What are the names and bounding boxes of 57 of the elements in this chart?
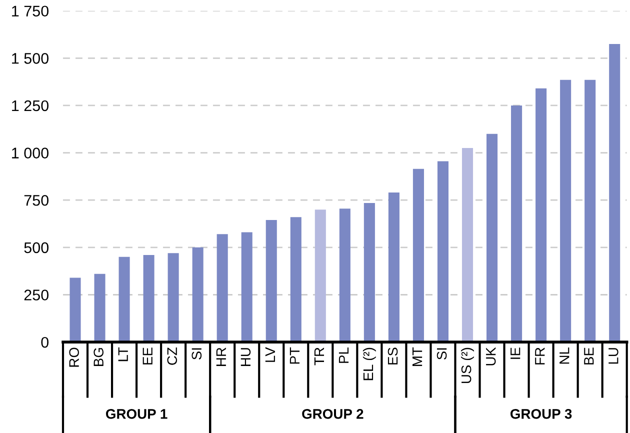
y-tick-label: 250 — [24, 290, 49, 300]
bar — [462, 148, 474, 342]
y-tick-label: 1 000 — [12, 148, 49, 158]
x-tick-label: UK — [486, 347, 496, 366]
bar — [412, 168, 424, 342]
bar — [511, 105, 522, 342]
bar — [388, 192, 400, 342]
x-tick-label: EE — [142, 348, 152, 364]
x-tick-label: ES — [388, 348, 398, 364]
bar — [192, 247, 204, 342]
x-tick-label: LT — [118, 347, 128, 362]
bar — [241, 232, 252, 342]
x-tick-label: SI — [436, 348, 447, 360]
bar — [70, 278, 81, 342]
x-tick-label: PL — [338, 348, 349, 363]
bar — [118, 256, 130, 342]
x-tick-label: HR — [216, 348, 226, 366]
x-tick-label: PT — [290, 347, 300, 364]
x-tick-label: SI — [192, 348, 202, 360]
y-tick-label: 0 — [41, 336, 49, 348]
bar — [266, 220, 277, 342]
bar — [216, 234, 228, 342]
bar — [437, 161, 448, 342]
bar — [609, 44, 620, 342]
text: GROUP 1 — [106, 409, 168, 419]
bar — [560, 80, 572, 342]
y-tick-label: 1 500 — [12, 53, 49, 64]
bar — [168, 253, 179, 342]
y-tick-label: 1 250 — [12, 100, 49, 112]
x-tick-label: IE — [510, 348, 520, 359]
bar — [314, 210, 326, 342]
x-tick-label: BE — [584, 348, 594, 364]
bar — [584, 80, 596, 342]
y-tick-label: 750 — [24, 194, 49, 206]
bar — [94, 274, 106, 342]
x-tick-label: TR — [314, 348, 324, 366]
y-tick-label: 1 750 — [12, 6, 49, 17]
x-tick-label: US (²) — [461, 348, 474, 383]
bar — [143, 255, 154, 342]
text: GROUP 3 — [510, 409, 572, 419]
x-tick-label: BG — [94, 348, 104, 366]
x-tick-label: EL (²) — [362, 348, 376, 380]
bar — [536, 88, 547, 342]
y-tick-label: 500 — [24, 242, 49, 254]
bar — [364, 202, 375, 342]
x-tick-label: FR — [535, 348, 545, 364]
x-tick-label: CZ — [167, 347, 178, 365]
bar — [290, 217, 302, 342]
x-tick-label: NL — [560, 348, 570, 364]
x-tick-label: LV — [265, 347, 275, 362]
bar — [486, 134, 498, 342]
x-tick-label: MT — [412, 347, 422, 366]
text: GROUP 2 — [302, 409, 364, 419]
x-tick-label: RO — [69, 348, 79, 367]
bar — [339, 208, 350, 342]
x-tick-label: LU — [608, 348, 618, 364]
x-tick-label: HU — [240, 348, 251, 366]
